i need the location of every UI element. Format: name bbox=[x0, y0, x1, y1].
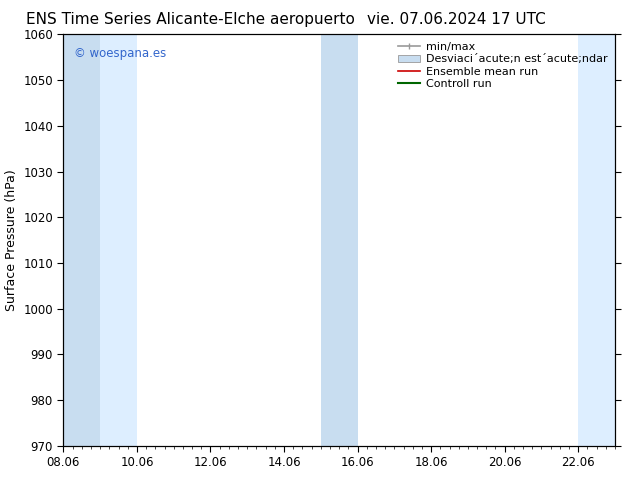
Text: © woespana.es: © woespana.es bbox=[74, 47, 167, 60]
Bar bbox=[321, 34, 358, 446]
Bar bbox=[63, 34, 100, 446]
Bar bbox=[578, 34, 615, 446]
Y-axis label: Surface Pressure (hPa): Surface Pressure (hPa) bbox=[4, 169, 18, 311]
Legend: min/max, Desviaci´acute;n est´acute;ndar, Ensemble mean run, Controll run: min/max, Desviaci´acute;n est´acute;ndar… bbox=[393, 38, 612, 93]
Text: vie. 07.06.2024 17 UTC: vie. 07.06.2024 17 UTC bbox=[367, 12, 546, 27]
Text: ENS Time Series Alicante-Elche aeropuerto: ENS Time Series Alicante-Elche aeropuert… bbox=[26, 12, 354, 27]
Bar bbox=[100, 34, 137, 446]
